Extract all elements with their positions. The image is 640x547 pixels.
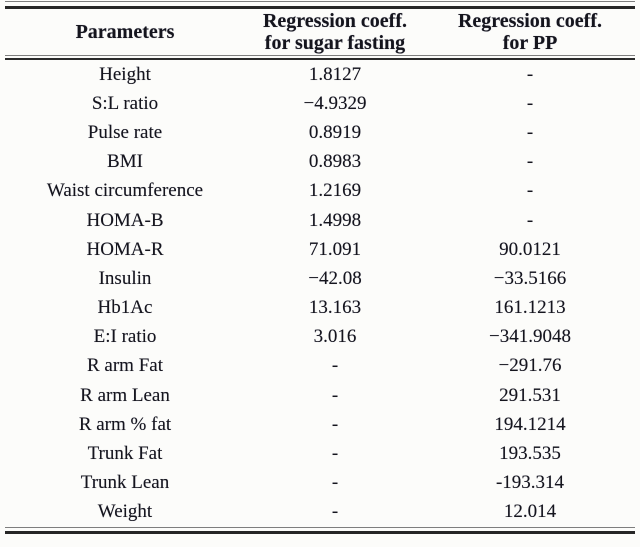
header-separator-thick	[5, 58, 635, 60]
table-row: Height 1.8127 -	[5, 60, 635, 89]
parameter-cell: Trunk Fat	[87, 443, 163, 465]
column-header-pp-line2: for PP	[502, 32, 558, 54]
parameter-cell: Height	[99, 63, 151, 85]
pp-cell: −341.9048	[489, 326, 571, 348]
pp-cell: -	[526, 121, 534, 143]
sugar-fasting-cell: 0.8983	[308, 151, 362, 173]
sugar-fasting-cell: -	[331, 355, 339, 377]
table-header-row: Parameters Regression coeff. for sugar f…	[5, 9, 635, 55]
parameter-cell: HOMA-B	[86, 209, 164, 231]
parameter-cell: HOMA-R	[86, 238, 164, 260]
sugar-fasting-cell: 1.4998	[308, 209, 362, 231]
table-row: Insulin −42.08 −33.5166	[5, 264, 635, 293]
table-row: Pulse rate 0.8919 -	[5, 118, 635, 147]
parameter-cell: R arm Fat	[87, 355, 163, 377]
sugar-fasting-cell: 1.8127	[308, 63, 362, 85]
parameter-cell: R arm % fat	[78, 413, 172, 435]
sugar-fasting-cell: −4.9329	[303, 92, 367, 114]
sugar-fasting-cell: 3.016	[313, 326, 357, 348]
pp-cell: 194.1214	[494, 413, 566, 435]
pp-cell: -	[526, 209, 534, 231]
parameter-cell: Insulin	[98, 267, 152, 289]
sugar-fasting-cell: -	[331, 501, 339, 523]
column-header-sugar-fasting-line1: Regression coeff.	[262, 10, 408, 32]
header-separator-thin	[5, 55, 635, 56]
column-header-parameters: Parameters	[75, 21, 175, 43]
sugar-fasting-cell: -	[331, 472, 339, 494]
table-row: Trunk Lean - -193.314	[5, 469, 635, 498]
pp-cell: -	[526, 63, 534, 85]
pp-cell: -	[526, 151, 534, 173]
column-header-sugar-fasting: Regression coeff. for sugar fasting	[245, 10, 425, 54]
bottom-rule-thick	[5, 531, 635, 534]
table-row: Waist circumference 1.2169 -	[5, 177, 635, 206]
table-row: Hb1Ac 13.163 161.1213	[5, 294, 635, 323]
table-row: Weight - 12.014	[5, 498, 635, 527]
sugar-fasting-cell: 0.8919	[308, 121, 362, 143]
parameter-cell: Waist circumference	[46, 180, 204, 202]
sugar-fasting-cell: -	[331, 443, 339, 465]
parameter-cell: Weight	[97, 501, 153, 523]
sugar-fasting-cell: -	[331, 384, 339, 406]
parameter-cell: BMI	[107, 151, 143, 173]
pp-cell: 12.014	[503, 501, 557, 523]
pp-cell: -	[526, 92, 534, 114]
table-row: E:I ratio 3.016 −341.9048	[5, 323, 635, 352]
table-row: R arm Lean - 291.531	[5, 381, 635, 410]
pp-cell: -193.314	[495, 472, 565, 494]
column-header-pp: Regression coeff. for PP	[425, 10, 635, 54]
sugar-fasting-cell: 13.163	[308, 297, 362, 319]
column-header-sugar-fasting-line2: for sugar fasting	[264, 32, 406, 54]
parameter-cell: S:L ratio	[91, 92, 159, 114]
pp-cell: −33.5166	[493, 267, 567, 289]
parameter-cell: E:I ratio	[93, 326, 157, 348]
table-row: HOMA-B 1.4998 -	[5, 206, 635, 235]
table-row: S:L ratio −4.9329 -	[5, 89, 635, 118]
sugar-fasting-cell: -	[331, 413, 339, 435]
table-row: HOMA-R 71.091 90.0121	[5, 235, 635, 264]
table-body: Height 1.8127 - S:L ratio −4.9329 - Puls…	[5, 60, 635, 527]
pp-cell: -	[526, 180, 534, 202]
bottom-rule-thin	[5, 527, 635, 528]
parameter-cell: Hb1Ac	[97, 297, 153, 319]
table-row: BMI 0.8983 -	[5, 148, 635, 177]
pp-cell: 193.535	[499, 443, 561, 465]
table-row: Trunk Fat - 193.535	[5, 439, 635, 468]
top-rule-thin	[5, 1, 635, 2]
column-header-pp-line1: Regression coeff.	[457, 10, 603, 32]
top-rule-thick	[5, 6, 635, 9]
sugar-fasting-cell: 1.2169	[308, 180, 362, 202]
table-row: R arm % fat - 194.1214	[5, 410, 635, 439]
parameter-cell: Trunk Lean	[80, 472, 170, 494]
pp-cell: 291.531	[499, 384, 561, 406]
table-row: R arm Fat - −291.76	[5, 352, 635, 381]
pp-cell: −291.76	[498, 355, 562, 377]
pp-cell: 161.1213	[494, 297, 566, 319]
parameter-cell: R arm Lean	[80, 384, 170, 406]
sugar-fasting-cell: −42.08	[308, 267, 362, 289]
pp-cell: 90.0121	[499, 238, 561, 260]
parameter-cell: Pulse rate	[87, 121, 163, 143]
sugar-fasting-cell: 71.091	[308, 238, 362, 260]
